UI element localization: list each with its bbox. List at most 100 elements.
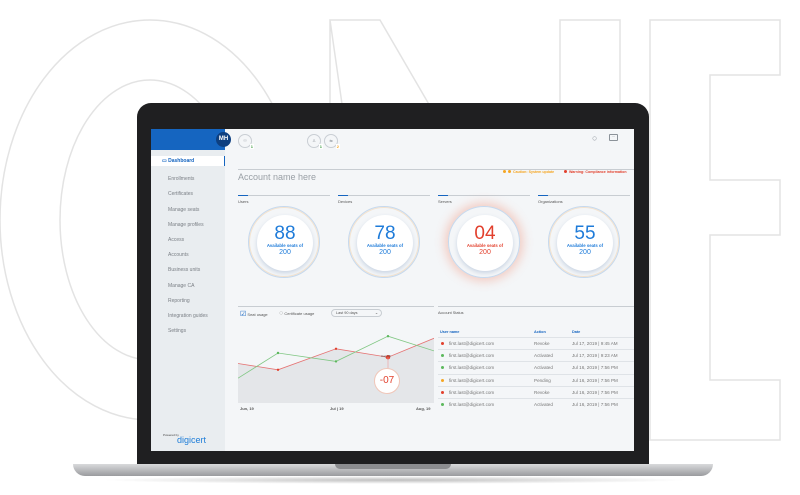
column-header-user[interactable]: User name: [440, 330, 460, 334]
sidebar-item-manage-ca[interactable]: Manage CA: [168, 282, 195, 289]
user-email: first.last@digicert.com: [449, 365, 495, 371]
table-row[interactable]: first.last@digicert.com Pending Jul 16, 20…: [438, 373, 634, 386]
sidebar-item-certificates[interactable]: Certificates: [168, 191, 194, 198]
action: Activated: [534, 353, 553, 359]
callout-date: Aug 08: [381, 354, 391, 358]
data-point: [276, 368, 280, 371]
seats-icon[interactable]: ⚇ 1: [238, 134, 254, 149]
chevron-down-icon: ⌄: [374, 311, 378, 315]
user-email: first.last@digicert.com: [449, 377, 495, 383]
action: Pending: [534, 377, 551, 383]
table-row[interactable]: first.last@digicert.com Activated Jul 16, …: [438, 398, 634, 410]
sidebar-item-manage-seats[interactable]: Manage seats: [168, 206, 200, 213]
seat-gauge: 78 Available seats of 200: [348, 206, 420, 278]
digicert-logo: digicert: [177, 435, 207, 445]
status-dot: [441, 378, 444, 382]
dashboard-icon: ▭: [162, 158, 169, 164]
data-point: [334, 360, 338, 363]
seat-total: 200: [279, 249, 291, 256]
seat-total: 200: [579, 249, 591, 256]
sidebar-item-reporting[interactable]: Reporting: [168, 297, 190, 304]
user-email: first.last@digicert.com: [449, 341, 495, 346]
date: Jul 16, 2019 | 7:56 PM: [572, 402, 618, 407]
sidebar-item-manage-profiles[interactable]: Manage profiles: [168, 221, 204, 228]
caution-alert[interactable]: Caution: System update: [503, 170, 554, 174]
card-label: Users: [238, 199, 249, 204]
data-point: [386, 335, 390, 338]
seat-gauge: 55 Available seats of 200: [548, 206, 620, 278]
action: Revoke: [534, 389, 550, 395]
seat-usage-checkbox[interactable]: ☑ Seat usage: [240, 311, 268, 318]
column-header-date[interactable]: Date: [572, 330, 581, 334]
sidebar-header: [151, 129, 225, 150]
x-tick: Aug, 19: [416, 406, 431, 411]
certificate-icon[interactable]: ♙ 1: [307, 134, 323, 149]
status-dot: [441, 354, 444, 358]
usage-chart: ☑ Seat usage ○ Certificate usage Last 90…: [238, 306, 434, 412]
table-row[interactable]: first.last@digicert.com Revoke Jul 17, 201…: [438, 337, 634, 349]
account-status-table: Account Status User name Action Date fir…: [438, 306, 634, 407]
sidebar-item-integration-guides[interactable]: Integration guides: [168, 313, 208, 319]
status-dot: [441, 342, 444, 345]
sidebar-item-accounts[interactable]: Accounts: [168, 252, 189, 259]
card-label: Devices: [338, 199, 353, 204]
avatar[interactable]: MH: [216, 132, 231, 147]
sidebar-item-settings[interactable]: Settings: [168, 328, 187, 335]
action: Activated: [534, 402, 553, 407]
seat-gauge: 88 Available seats of 200: [248, 206, 320, 278]
table-title: Account Status: [438, 311, 464, 315]
order-icon[interactable]: ⇆ 2: [324, 134, 340, 149]
seat-count: 88: [274, 223, 296, 244]
data-point: [385, 355, 391, 360]
seat-caption: Available seats of: [566, 243, 604, 248]
certificate-usage-radio[interactable]: ○ Certificate usage: [279, 310, 315, 317]
status-dot: [441, 390, 444, 394]
seat-card-servers[interactable]: Servers 04 Available seats of 200: [438, 195, 530, 278]
table-row[interactable]: first.last@digicert.com Activated Jul 17, …: [438, 349, 634, 361]
user-email: first.last@digicert.com: [449, 353, 495, 359]
date: Jul 16, 2019 | 7:56 PM: [572, 365, 618, 371]
laptop-shadow: [100, 476, 690, 484]
date: Jul 17, 2019 | 9:45 AM: [572, 341, 618, 346]
sidebar-item-business-units[interactable]: Business units: [168, 267, 201, 274]
status-dot: [441, 403, 444, 406]
action: Activated: [534, 365, 553, 371]
sidebar-item-dashboard[interactable]: ▭ Dashboard: [151, 156, 225, 166]
callout-value: -07: [374, 368, 400, 394]
card-label: Servers: [438, 199, 452, 204]
status-dot: [441, 366, 444, 370]
date-range-select[interactable]: Last 90 days ⌄: [331, 309, 382, 317]
seat-card-users[interactable]: Users 88 Available seats of 200: [238, 195, 330, 278]
chart-plot: [238, 335, 434, 403]
seat-gauge: 04 Available seats of 200: [448, 206, 520, 278]
dashboard-screen: MH Powered by digicert ▭ Dashboard Enroll…: [151, 129, 634, 451]
data-point: [334, 347, 338, 350]
laptop-base: [73, 464, 713, 476]
sidebar-item-enrollments[interactable]: Enrollments: [168, 176, 195, 183]
table-row[interactable]: first.last@digicert.com Activated Jul 16, …: [438, 361, 634, 373]
sidebar: Powered by digicert ▭ Dashboard Enrollmen…: [151, 150, 225, 451]
seat-card-organizations[interactable]: Organizations 55 Available seats of 200: [538, 195, 630, 278]
date: Jul 16, 2019 | 7:56 PM: [572, 377, 618, 383]
data-point: [276, 351, 280, 355]
seat-card-devices[interactable]: Devices 78 Available seats of 200: [338, 195, 430, 278]
user-email: first.last@digicert.com: [449, 402, 495, 407]
seat-total: 200: [379, 249, 391, 256]
x-tick: Jun, 19: [240, 406, 254, 411]
sidebar-item-access[interactable]: Access: [168, 237, 185, 243]
x-tick: Jul | 19: [330, 406, 344, 411]
search-icon[interactable]: ○: [592, 133, 598, 143]
laptop-notch: [335, 464, 451, 469]
column-header-action[interactable]: Action: [534, 330, 546, 334]
seat-count: 55: [574, 223, 596, 244]
table-row[interactable]: first.last@digicert.com Revoke Jul 16, 201…: [438, 385, 634, 398]
powered-by-label: Powered by: [163, 433, 179, 437]
chat-icon[interactable]: ···: [609, 134, 618, 141]
account-name: Account name here: [238, 169, 634, 182]
seat-caption: Available seats of: [366, 243, 404, 248]
seat-count: 78: [374, 223, 396, 244]
warning-alert[interactable]: Warning: Compliance information: [564, 170, 627, 174]
seat-count: 04: [474, 223, 496, 244]
seat-total: 200: [479, 249, 491, 256]
seat-caption: Available seats of: [266, 243, 304, 248]
